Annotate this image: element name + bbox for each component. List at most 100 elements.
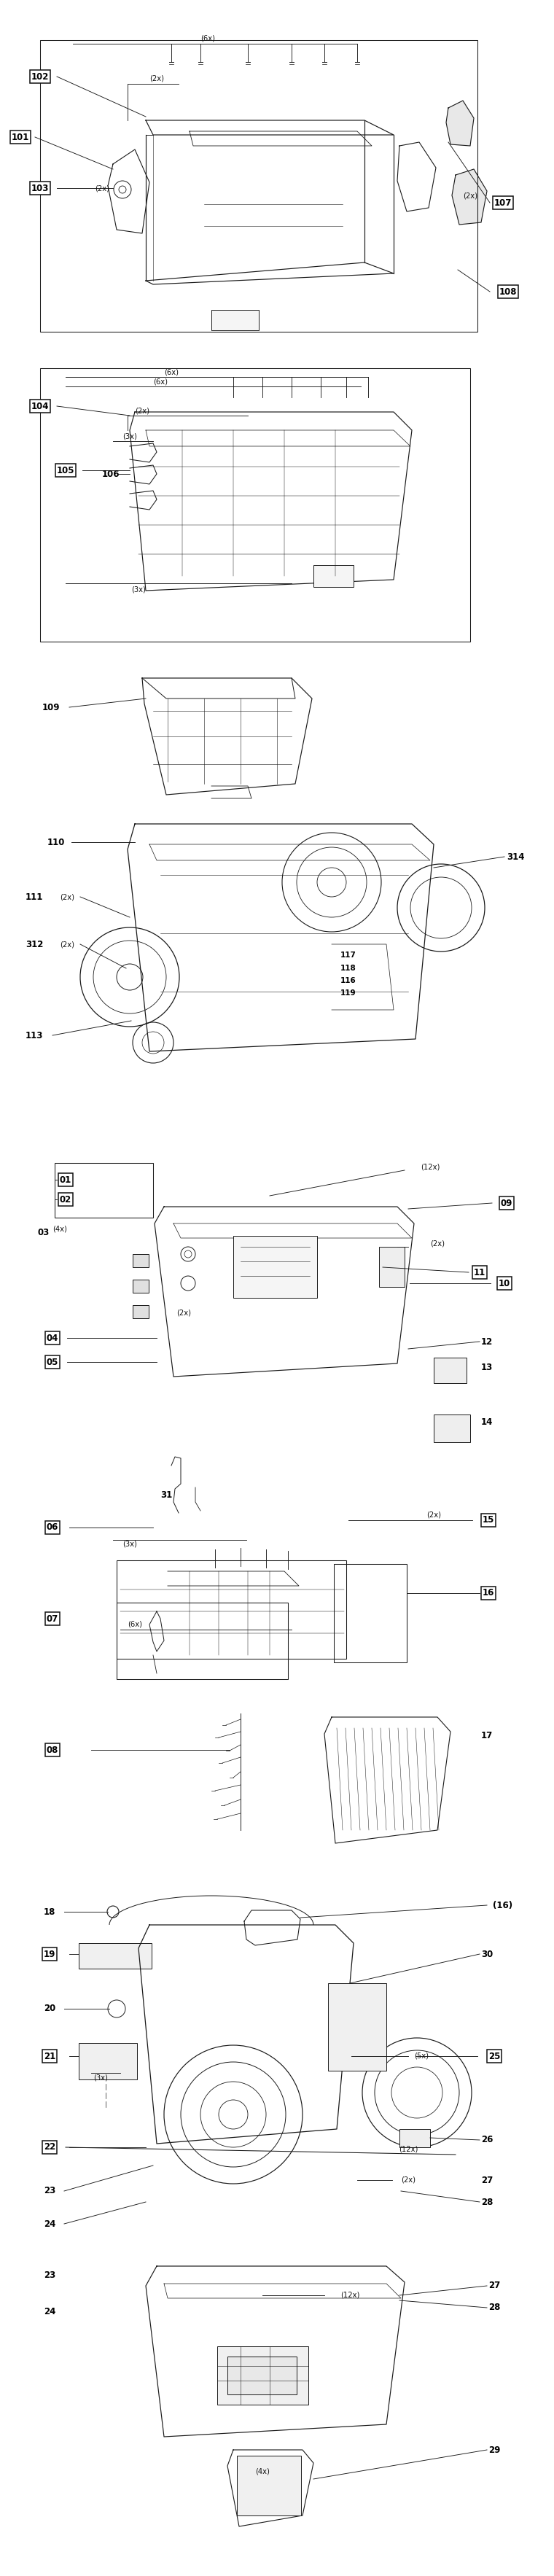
Text: (2x): (2x) [135, 407, 150, 415]
Text: (6x): (6x) [201, 33, 215, 41]
Text: 106: 106 [102, 469, 120, 479]
Bar [233, 1236, 317, 1298]
Text: (5x): (5x) [414, 2053, 429, 2061]
Text: 26: 26 [481, 2136, 493, 2146]
Bar [328, 1984, 386, 2071]
Bar [212, 309, 259, 330]
Text: 13: 13 [481, 1363, 493, 1373]
Text: 314: 314 [506, 853, 525, 860]
Bar [132, 1280, 148, 1293]
Text: (3x): (3x) [94, 2074, 108, 2081]
Text: 03: 03 [38, 1229, 50, 1236]
Bar [314, 564, 353, 587]
Text: 09: 09 [501, 1198, 512, 1208]
Text: (3x): (3x) [122, 433, 137, 440]
Text: 24: 24 [44, 2218, 55, 2228]
Text: 17: 17 [481, 1731, 493, 1739]
Text: 23: 23 [44, 2269, 55, 2280]
Text: 14: 14 [481, 1417, 493, 1427]
Bar [132, 1255, 148, 1267]
Text: 23: 23 [44, 2187, 55, 2195]
Text: 108: 108 [499, 286, 517, 296]
Text: (2x): (2x) [95, 185, 109, 191]
Text: 15: 15 [483, 1515, 494, 1525]
Bar [55, 1162, 153, 1218]
Text: 11: 11 [474, 1267, 485, 1278]
Text: 110: 110 [48, 837, 65, 848]
Polygon shape [446, 100, 474, 147]
Text: 02: 02 [60, 1195, 71, 1203]
Text: (2x): (2x) [60, 940, 74, 948]
Text: 116: 116 [340, 976, 356, 984]
Text: 28: 28 [489, 2303, 500, 2313]
Text: (2x): (2x) [176, 1309, 191, 1316]
Text: 109: 109 [42, 703, 60, 711]
Text: 20: 20 [44, 2004, 55, 2014]
Text: (2x): (2x) [463, 191, 478, 198]
Text: (4x): (4x) [255, 2468, 270, 2476]
Text: 07: 07 [47, 1615, 58, 1623]
Text: 28: 28 [481, 2197, 493, 2208]
Text: (2x): (2x) [150, 75, 164, 82]
Text: 10: 10 [499, 1278, 510, 1288]
Bar [379, 1247, 404, 1288]
Bar [399, 2128, 430, 2148]
Bar [117, 1602, 288, 1680]
Text: (16): (16) [493, 1901, 513, 1909]
Text: (3x): (3x) [122, 1540, 137, 1548]
Text: 24: 24 [44, 2306, 55, 2316]
Text: 312: 312 [25, 940, 43, 948]
Text: 04: 04 [47, 1334, 59, 1342]
Text: 27: 27 [481, 2174, 493, 2184]
Text: (4x): (4x) [53, 1226, 67, 1231]
Bar [132, 1306, 148, 1319]
Text: 111: 111 [25, 891, 43, 902]
Bar [40, 41, 478, 332]
Bar [237, 2455, 301, 2517]
Text: (2x): (2x) [401, 2177, 416, 2184]
Text: (6x): (6x) [127, 1620, 142, 1628]
Bar [217, 2347, 309, 2403]
Text: 117: 117 [340, 951, 356, 958]
Text: 06: 06 [47, 1522, 59, 1533]
Polygon shape [452, 170, 487, 224]
Text: 30: 30 [481, 1950, 493, 1958]
Text: 08: 08 [47, 1744, 59, 1754]
Bar [228, 2357, 297, 2396]
Text: (12x): (12x) [340, 2293, 360, 2298]
Text: 101: 101 [12, 131, 29, 142]
Text: 27: 27 [489, 2282, 500, 2290]
Text: 05: 05 [47, 1358, 59, 1368]
Text: 31: 31 [160, 1489, 172, 1499]
Text: 18: 18 [44, 1906, 55, 1917]
Text: 01: 01 [60, 1175, 71, 1185]
Text: 29: 29 [489, 2445, 500, 2455]
Bar [117, 1561, 346, 1659]
Text: 104: 104 [31, 402, 49, 410]
Text: (3x): (3x) [131, 585, 146, 592]
Bar [79, 1942, 152, 1968]
Text: 103: 103 [31, 183, 49, 193]
Bar [434, 1358, 466, 1383]
Text: (6x): (6x) [164, 368, 178, 376]
Text: 22: 22 [44, 2143, 55, 2151]
Text: 105: 105 [57, 466, 75, 474]
Bar [79, 2043, 137, 2079]
Text: 113: 113 [25, 1030, 43, 1041]
Text: (2x): (2x) [60, 894, 74, 902]
Bar [434, 1414, 470, 1443]
Text: 16: 16 [483, 1589, 494, 1597]
Text: 25: 25 [488, 2050, 500, 2061]
Text: 119: 119 [340, 989, 356, 997]
Text: 21: 21 [44, 2050, 55, 2061]
Text: (6x): (6x) [153, 379, 168, 384]
Text: (2x): (2x) [430, 1239, 445, 1247]
Text: (12x): (12x) [420, 1162, 440, 1170]
Bar [40, 368, 470, 641]
Text: 102: 102 [31, 72, 49, 82]
Text: 118: 118 [340, 963, 356, 971]
Bar [334, 1564, 407, 1662]
Text: 107: 107 [494, 198, 512, 209]
Text: 19: 19 [44, 1950, 55, 1958]
Text: 12: 12 [481, 1337, 493, 1347]
